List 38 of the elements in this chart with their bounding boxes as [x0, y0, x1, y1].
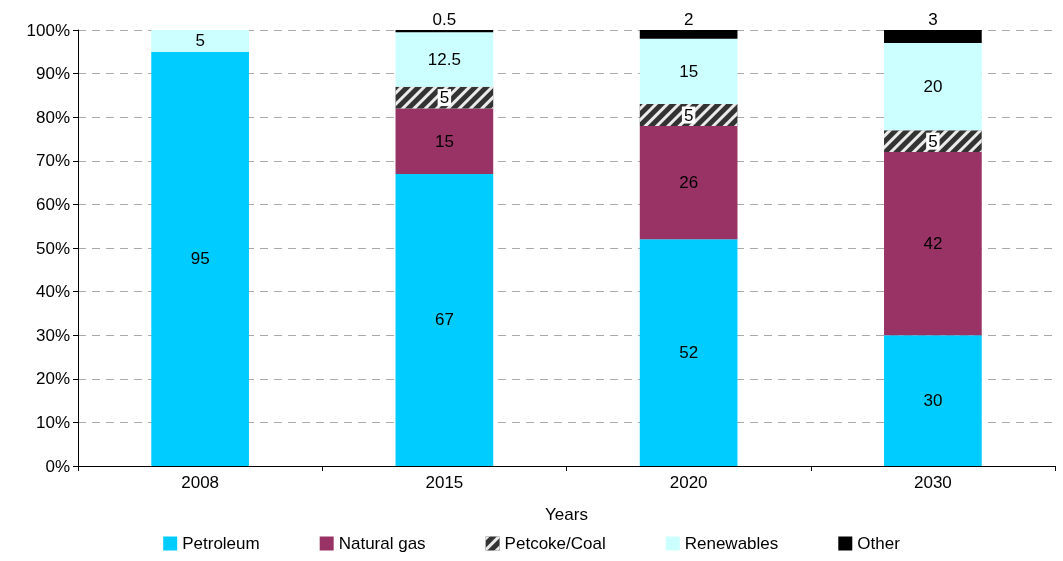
x-tick-label: 2015: [425, 473, 464, 492]
data-label: 95: [190, 249, 210, 269]
y-tick-label: 50%: [35, 238, 70, 258]
y-tick-label: 70%: [35, 151, 70, 171]
data-label: 5: [439, 88, 450, 108]
legend-label: Renewables: [684, 534, 779, 553]
data-label: 2: [683, 10, 694, 29]
data-label: 52: [679, 343, 699, 363]
data-label: 5: [683, 105, 694, 125]
data-label: 12.5: [427, 49, 461, 69]
data-label: 15: [679, 61, 699, 81]
data-label: 42: [923, 234, 943, 254]
legend-label: Petroleum: [182, 534, 260, 553]
y-tick-label: 10%: [35, 412, 70, 432]
data-label: 20: [923, 77, 943, 97]
data-label: 3: [928, 10, 938, 29]
data-label: 67: [434, 310, 454, 330]
data-label: 5: [928, 131, 938, 151]
y-tick-label: 40%: [35, 282, 70, 302]
y-tick-label: 0%: [45, 456, 70, 476]
data-label: 15: [434, 131, 454, 151]
data-label: 5: [195, 31, 205, 51]
legend-label: Other: [857, 534, 901, 553]
y-tick-label: 60%: [35, 194, 70, 214]
data-label: 0.5: [432, 10, 457, 29]
y-tick-label: 20%: [35, 369, 70, 389]
legend-label: Petcoke/Coal: [504, 534, 606, 553]
x-axis-title: Years: [545, 505, 588, 524]
y-tick-label: 80%: [35, 107, 70, 127]
x-tick-label: 2008: [181, 473, 220, 492]
x-tick-label: 2020: [669, 473, 708, 492]
x-tick-label: 2030: [913, 473, 952, 492]
y-tick-label: 100%: [26, 20, 70, 40]
data-label: 30: [923, 391, 943, 411]
y-tick-label: 90%: [35, 64, 70, 84]
legend-label: Natural gas: [338, 534, 426, 553]
y-tick-label: 30%: [35, 325, 70, 345]
data-label: 26: [679, 173, 699, 193]
